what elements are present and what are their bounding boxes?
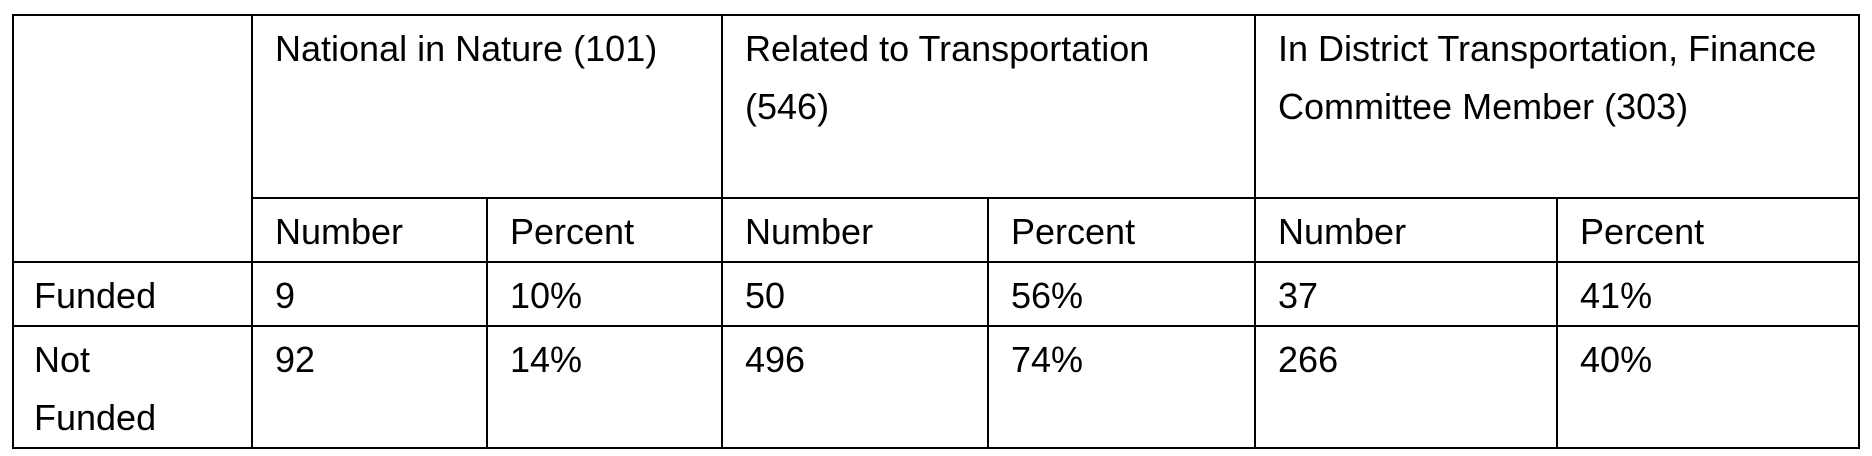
cell: 41% — [1556, 261, 1861, 327]
subheader: Percent — [485, 197, 724, 263]
cell: 14% — [485, 325, 724, 449]
subheader: Percent — [987, 197, 1257, 263]
subheader: Number — [1254, 197, 1559, 263]
cell: 40% — [1556, 325, 1861, 449]
data-row: Funded 9 10% 50 56% 37 41% — [12, 261, 1861, 327]
subheader-row: Number Percent Number Percent Number Percent — [13, 197, 1861, 263]
cell: 9 — [251, 261, 488, 327]
row-label: Not Funded — [12, 325, 253, 449]
cell: 74% — [987, 325, 1257, 449]
cell: 496 — [721, 325, 990, 449]
cell: 56% — [987, 261, 1257, 327]
subheader: Number — [721, 197, 990, 263]
subheader: Number — [251, 197, 488, 263]
group-header: Related to Transportation (546) — [721, 14, 1257, 199]
data-table: National in Nature (101) Related to Trans… — [12, 14, 1861, 449]
corner-cell — [12, 14, 253, 263]
cell: 266 — [1254, 325, 1559, 449]
cell: 10% — [485, 261, 724, 327]
cell: 92 — [251, 325, 488, 449]
group-header: In District Transportation, Finance Comm… — [1254, 14, 1861, 199]
cell: 37 — [1254, 261, 1559, 327]
cell: 50 — [721, 261, 990, 327]
row-label: Funded — [12, 261, 253, 327]
subheader: Percent — [1556, 197, 1861, 263]
header-row: National in Nature (101) Related to Trans… — [12, 14, 1861, 263]
data-row: Not Funded 92 14% 496 74% 266 40% — [12, 325, 1861, 449]
group-header: National in Nature (101) — [250, 14, 724, 199]
